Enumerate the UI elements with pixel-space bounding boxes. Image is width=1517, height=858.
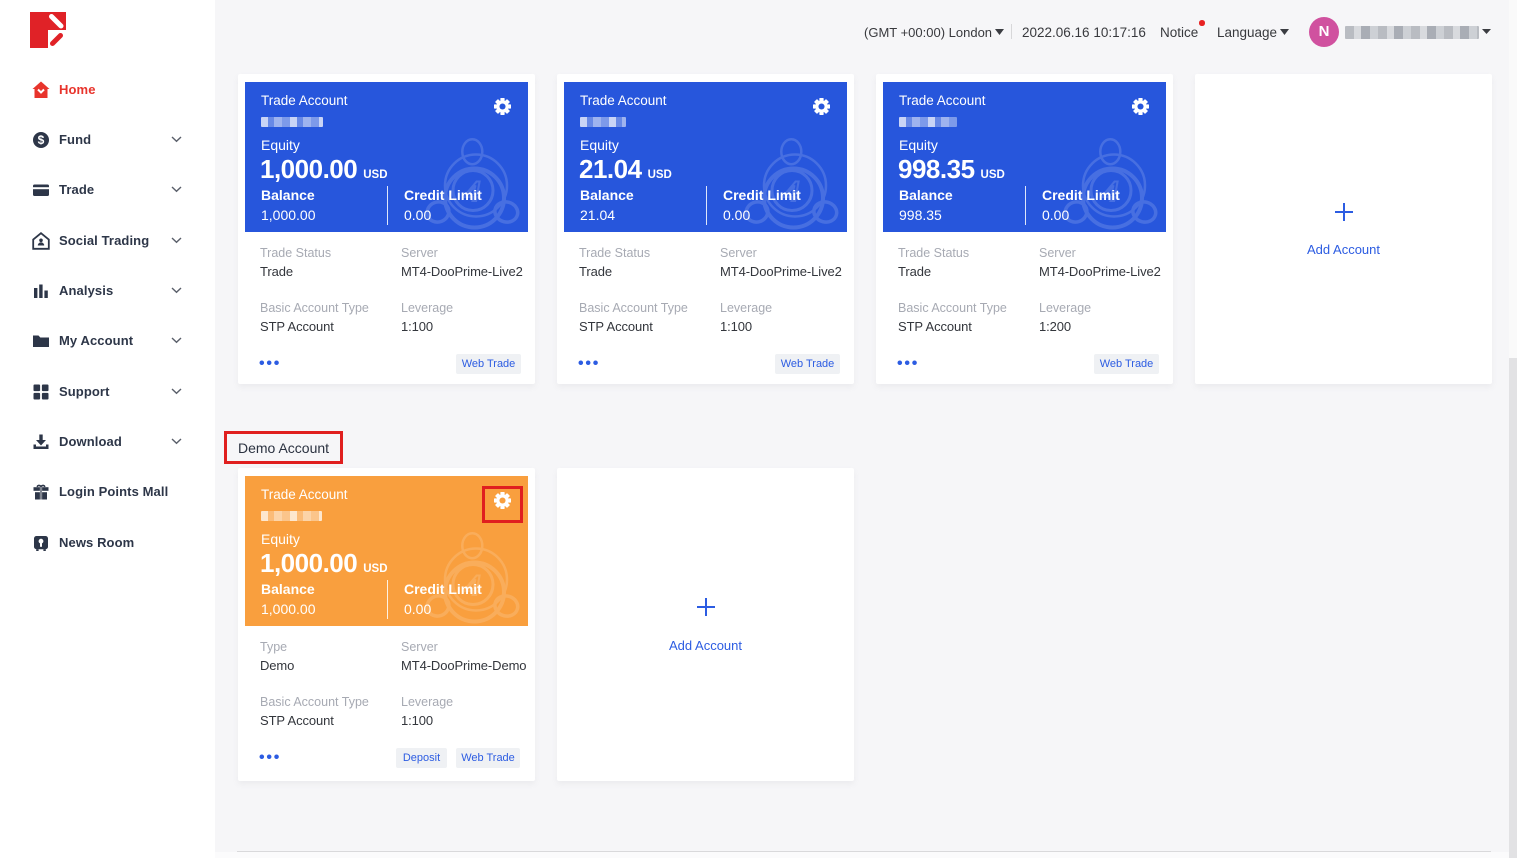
svg-text:4: 4 bbox=[784, 175, 800, 208]
svg-text:4: 4 bbox=[465, 175, 481, 208]
svg-text:4: 4 bbox=[465, 569, 481, 602]
svg-text:4: 4 bbox=[1103, 175, 1119, 208]
svg-text:$: $ bbox=[38, 133, 45, 147]
